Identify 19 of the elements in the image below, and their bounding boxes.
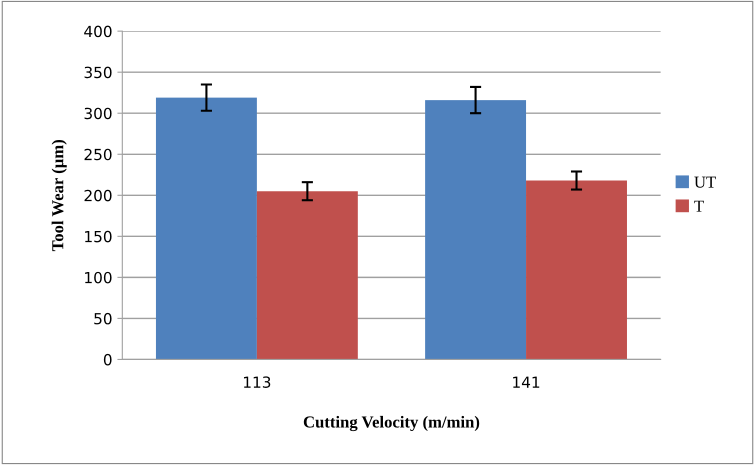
bar xyxy=(526,180,627,360)
bar xyxy=(156,98,257,360)
y-axis-title: Tool Wear (µm) xyxy=(52,140,67,252)
legend-label: UT xyxy=(694,176,716,188)
y-tick-label: 50 xyxy=(94,312,112,324)
y-tick-label: 350 xyxy=(84,66,112,78)
legend-label: T xyxy=(694,200,704,212)
x-axis-title: Cutting Velocity (m/min) xyxy=(304,416,480,432)
bar xyxy=(256,191,358,360)
x-tick-label: 141 xyxy=(513,376,540,388)
y-tick-label: 150 xyxy=(85,230,112,242)
y-tick-label: 300 xyxy=(84,108,112,120)
y-tick-label: 100 xyxy=(85,272,112,284)
y-tick-label: 250 xyxy=(84,148,112,160)
y-tick-label: 0 xyxy=(104,354,112,366)
bar xyxy=(425,100,526,360)
y-tick-label: 200 xyxy=(84,190,112,202)
y-tick-label: 400 xyxy=(84,26,112,38)
x-tick-label: 113 xyxy=(244,376,270,388)
